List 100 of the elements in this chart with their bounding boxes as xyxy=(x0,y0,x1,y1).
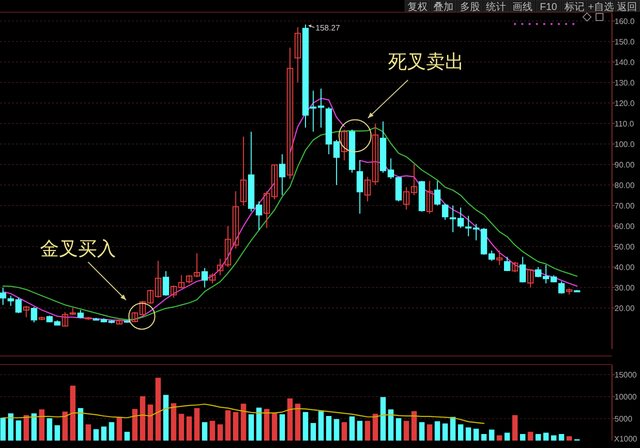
candlestick xyxy=(294,26,301,83)
candlestick xyxy=(279,154,286,196)
bar xyxy=(148,404,154,441)
bar xyxy=(349,416,355,441)
y-tick-label: 20.00 xyxy=(614,304,636,313)
bar xyxy=(481,434,487,441)
annotation: 叠加 xyxy=(434,1,454,13)
bar xyxy=(132,408,138,441)
bar xyxy=(8,413,14,441)
bar xyxy=(357,420,363,441)
bar xyxy=(442,423,448,441)
candlestick xyxy=(23,305,30,318)
y-tick-label: 120.0 xyxy=(614,99,636,108)
bar xyxy=(62,412,68,441)
y-tick-label: 10000 xyxy=(614,392,638,402)
bar xyxy=(396,418,402,441)
text: +自选 xyxy=(588,1,614,13)
bar xyxy=(210,420,216,441)
bar xyxy=(0,418,6,441)
candlestick xyxy=(201,268,208,288)
bar xyxy=(551,435,556,441)
candlestick xyxy=(356,160,364,214)
text: X1000 xyxy=(614,434,638,444)
bar xyxy=(543,432,549,441)
bar xyxy=(217,424,223,441)
candlestick xyxy=(520,256,526,283)
bar xyxy=(46,418,52,441)
annotation: 多股 xyxy=(460,1,480,13)
bar xyxy=(380,397,386,441)
y-tick-label: 160.0 xyxy=(614,17,636,26)
bar xyxy=(334,419,340,441)
y-tick-label: 5000 xyxy=(614,414,633,424)
bar xyxy=(287,398,293,441)
bar xyxy=(488,430,494,441)
bar xyxy=(512,415,518,441)
bar xyxy=(24,415,29,441)
bar xyxy=(388,409,394,441)
y-tick-label: 15000 xyxy=(614,370,638,380)
bar xyxy=(16,420,22,441)
bar xyxy=(326,416,332,441)
candlestick xyxy=(286,47,294,180)
bar xyxy=(54,425,60,441)
bar xyxy=(194,408,200,441)
candlestick xyxy=(558,280,565,294)
bar xyxy=(295,404,300,441)
bar xyxy=(155,378,161,441)
annotation: 金叉买入 xyxy=(40,239,116,260)
bar xyxy=(458,424,464,441)
candlestick xyxy=(240,136,247,206)
bar xyxy=(280,414,285,441)
candlestick xyxy=(504,256,510,272)
bar xyxy=(302,412,308,441)
bar xyxy=(70,386,76,441)
bar xyxy=(520,434,526,441)
bar xyxy=(86,424,92,441)
annotation: 158.27 xyxy=(316,24,341,33)
bar xyxy=(318,411,324,441)
bar xyxy=(558,434,564,441)
bar xyxy=(450,416,456,441)
annotation: 画线 xyxy=(512,1,532,13)
y-tick-label: 100.0 xyxy=(614,140,636,149)
bar xyxy=(39,409,44,441)
bar xyxy=(466,427,472,441)
candlestick xyxy=(0,287,6,306)
y-tick-label: 80.00 xyxy=(614,181,636,190)
candlestick xyxy=(426,180,433,214)
candlestick xyxy=(162,270,170,296)
y-tick-label: 30.00 xyxy=(614,284,636,292)
annotation: 复权 xyxy=(408,1,428,13)
bar xyxy=(140,396,146,441)
y-tick-label: 150.0 xyxy=(614,38,636,46)
bar xyxy=(178,414,184,441)
bar xyxy=(342,422,347,441)
text: 返回 xyxy=(617,1,638,13)
y-tick-label: 140.0 xyxy=(614,58,636,67)
bar xyxy=(93,429,99,441)
bar xyxy=(566,436,572,441)
bar xyxy=(404,420,410,441)
candlestick xyxy=(209,272,216,284)
y-tick-label: 70.00 xyxy=(614,202,636,210)
bar xyxy=(310,423,316,441)
bar xyxy=(419,422,425,441)
bar xyxy=(272,412,278,441)
bar xyxy=(504,432,510,441)
y-tick-label: 130.0 xyxy=(614,78,636,88)
line-series xyxy=(2,404,484,424)
y-tick-label: 110.0 xyxy=(614,120,634,128)
bar xyxy=(264,408,270,441)
bar xyxy=(78,408,84,441)
candlestick xyxy=(442,202,448,220)
candlestick xyxy=(496,250,503,266)
candlestick xyxy=(512,261,518,273)
annotation: 统计 xyxy=(486,1,506,13)
bar xyxy=(240,404,246,441)
y-tick-label: 60.00 xyxy=(614,222,636,231)
bar xyxy=(364,420,370,441)
y-tick-label: 40.00 xyxy=(614,263,636,272)
bar xyxy=(170,403,176,441)
bar xyxy=(536,434,541,441)
bar xyxy=(163,394,169,441)
